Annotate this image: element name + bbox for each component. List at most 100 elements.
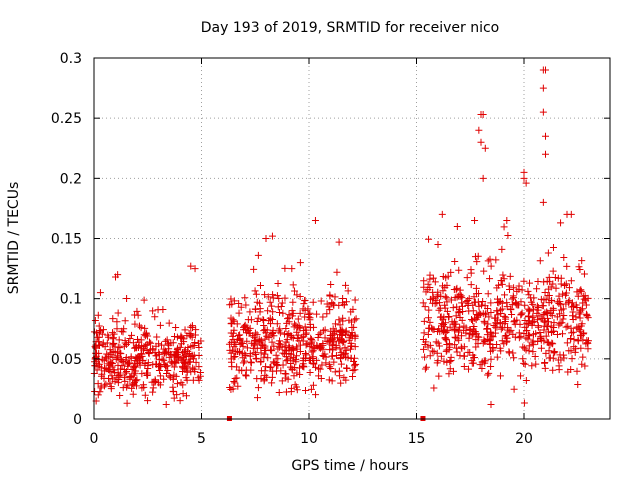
data-point xyxy=(309,381,317,389)
data-point xyxy=(504,232,512,240)
data-point xyxy=(312,391,320,399)
data-point xyxy=(245,326,253,334)
data-point xyxy=(452,344,460,352)
data-point xyxy=(341,349,349,357)
data-point xyxy=(460,352,468,360)
data-point xyxy=(187,343,195,351)
data-point xyxy=(260,327,268,335)
data-point xyxy=(564,322,572,330)
data-point xyxy=(94,311,102,319)
data-point xyxy=(239,326,247,334)
data-point xyxy=(329,345,337,353)
data-point xyxy=(331,368,339,376)
data-point xyxy=(289,281,297,289)
data-point xyxy=(281,350,289,358)
data-point xyxy=(260,317,268,325)
data-point xyxy=(276,337,284,345)
data-point xyxy=(424,331,432,339)
data-point xyxy=(299,354,307,362)
data-point xyxy=(164,367,172,375)
data-point xyxy=(251,340,259,348)
data-point xyxy=(260,377,268,385)
data-point xyxy=(489,346,497,354)
data-point xyxy=(121,377,129,385)
data-point xyxy=(351,296,359,304)
data-point xyxy=(169,388,177,396)
data-point xyxy=(351,362,359,370)
data-point xyxy=(268,338,276,346)
data-point xyxy=(131,344,139,352)
data-point xyxy=(548,339,556,347)
data-point xyxy=(565,284,573,292)
data-point xyxy=(108,372,116,380)
data-point xyxy=(107,349,115,357)
data-point xyxy=(562,300,570,308)
data-point xyxy=(335,238,343,246)
data-point xyxy=(451,341,459,349)
data-point xyxy=(456,309,464,317)
data-point xyxy=(552,284,560,292)
data-point xyxy=(264,293,272,301)
data-point xyxy=(319,313,327,321)
data-point xyxy=(143,369,151,377)
data-point xyxy=(91,358,99,366)
data-point xyxy=(190,342,198,350)
data-point xyxy=(496,306,504,314)
data-point xyxy=(115,372,123,380)
data-point xyxy=(144,359,152,367)
data-point xyxy=(129,390,137,398)
data-point xyxy=(143,340,151,348)
data-point xyxy=(231,352,239,360)
data-point xyxy=(479,298,487,306)
data-point xyxy=(515,334,523,342)
data-point xyxy=(296,341,304,349)
data-point xyxy=(426,352,434,360)
data-point xyxy=(463,274,471,282)
data-point xyxy=(227,385,235,393)
data-point xyxy=(111,348,119,356)
data-point xyxy=(165,372,173,380)
data-point xyxy=(134,354,142,362)
data-point xyxy=(527,298,535,306)
data-point xyxy=(301,297,309,305)
data-point xyxy=(576,287,584,295)
data-point xyxy=(257,281,265,289)
data-point xyxy=(269,294,277,302)
data-point xyxy=(500,275,508,283)
data-point xyxy=(93,333,101,341)
data-point xyxy=(315,365,323,373)
data-point xyxy=(347,354,355,362)
x-tick-label: 5 xyxy=(197,431,206,447)
data-point xyxy=(547,306,555,314)
data-point xyxy=(483,325,491,333)
data-point xyxy=(91,316,99,324)
data-point xyxy=(576,314,584,322)
data-point xyxy=(128,380,136,388)
data-point xyxy=(229,332,237,340)
data-point xyxy=(441,284,449,292)
data-point xyxy=(537,344,545,352)
x-tick-label: 10 xyxy=(300,431,318,447)
data-point xyxy=(281,294,289,302)
data-point xyxy=(488,332,496,340)
data-point xyxy=(520,359,528,367)
data-point xyxy=(584,294,592,302)
data-point xyxy=(282,357,290,365)
data-point xyxy=(327,281,335,289)
data-point xyxy=(487,363,495,371)
data-point xyxy=(530,330,538,338)
data-point xyxy=(274,362,282,370)
data-point xyxy=(230,326,238,334)
data-point xyxy=(131,344,139,352)
data-point xyxy=(108,360,116,368)
data-point xyxy=(493,307,501,315)
data-point xyxy=(517,310,525,318)
data-point xyxy=(469,307,477,315)
data-point xyxy=(281,264,289,272)
data-point xyxy=(487,262,495,270)
data-point xyxy=(262,235,270,242)
data-point xyxy=(582,301,590,309)
data-point xyxy=(475,309,483,317)
data-point xyxy=(248,339,256,347)
data-point xyxy=(585,337,592,345)
